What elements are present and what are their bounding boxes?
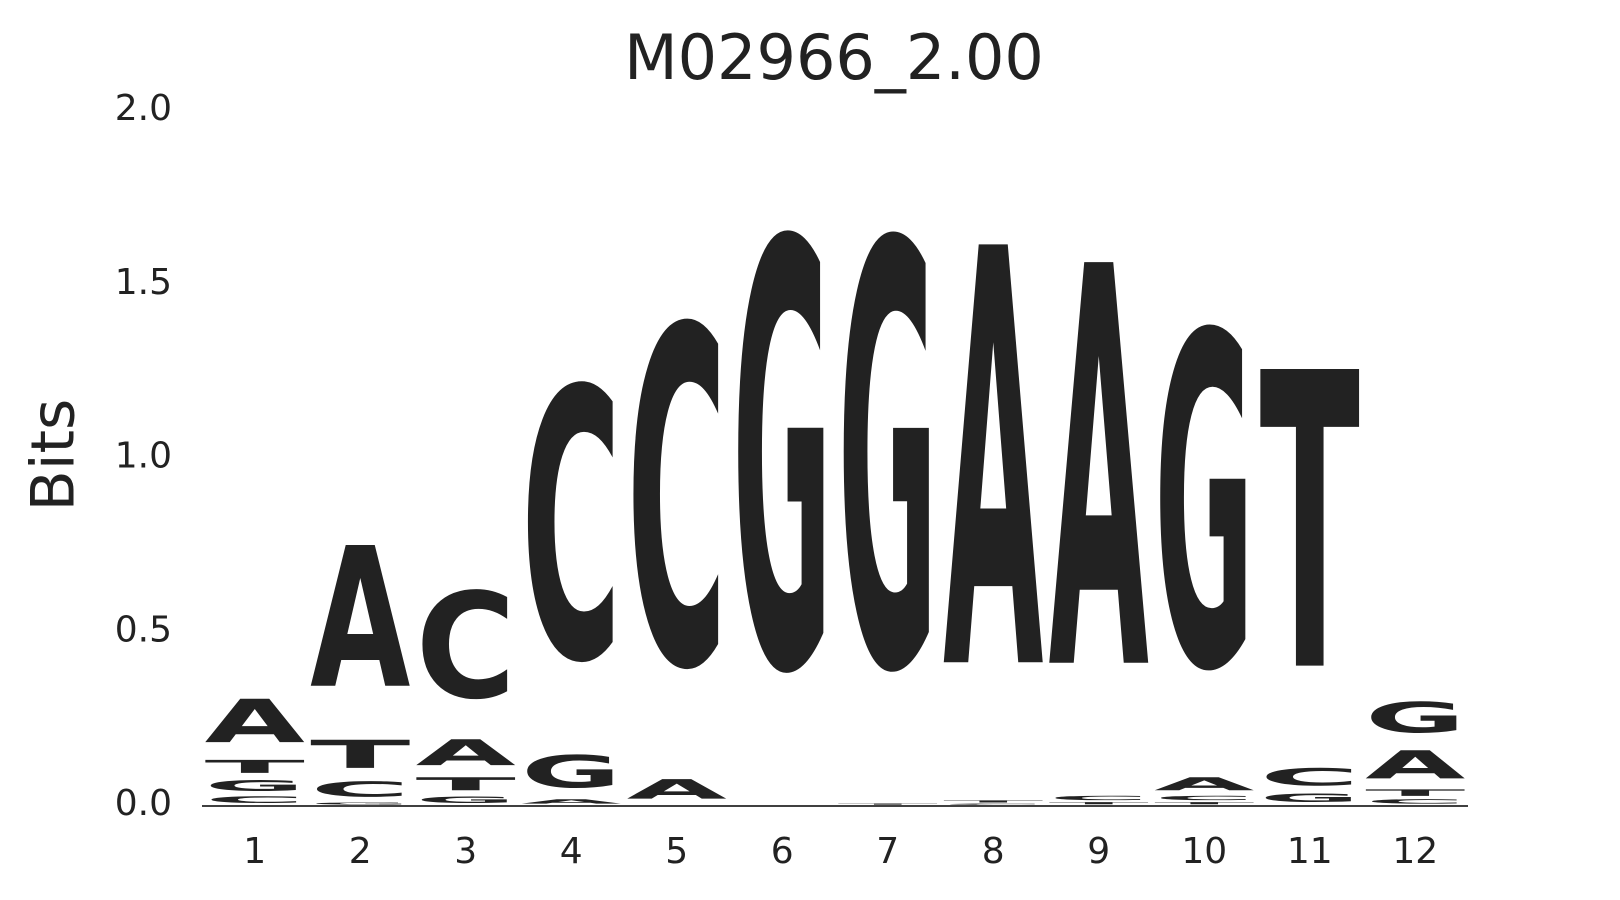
letter: C (1154, 795, 1254, 802)
letter: T (1365, 788, 1465, 798)
letter: A (1365, 742, 1465, 787)
letter: C (521, 312, 621, 745)
letter: T (838, 803, 938, 805)
x-tick-label: 1 (243, 831, 266, 872)
letter: T (1260, 289, 1361, 763)
x-tick-label: 3 (454, 831, 477, 872)
letter: G (732, 122, 832, 803)
letter: C (416, 563, 516, 732)
letter: C (1049, 795, 1149, 802)
letter: G (521, 746, 621, 798)
letter: A (627, 774, 727, 805)
x-tick-label: 2 (349, 831, 372, 872)
y-axis-label: Bits (19, 399, 89, 512)
x-tick-label: 9 (1087, 831, 1110, 872)
letter: T (205, 756, 305, 777)
letter: A (1154, 774, 1255, 795)
letter: T (1049, 802, 1149, 805)
letter: G (1260, 791, 1360, 805)
letter: G (838, 125, 938, 802)
letter: C (310, 777, 410, 801)
y-tick-label: 1.0 (115, 436, 172, 477)
letter: T (416, 774, 516, 795)
letter: A (943, 131, 1044, 799)
letter: T (1154, 802, 1254, 805)
letter: G (310, 802, 410, 805)
x-tick-label: 6 (771, 831, 794, 872)
x-tick-label: 11 (1287, 831, 1333, 872)
letter: C (943, 803, 1043, 805)
letter: A (205, 687, 305, 756)
letter: G (1365, 694, 1465, 743)
y-tick-label: 0.5 (115, 609, 172, 650)
letter: A (310, 506, 410, 732)
x-tick-label: 5 (665, 831, 688, 872)
letter: A (1049, 153, 1150, 793)
x-tick-label: 7 (876, 831, 899, 872)
x-tick-label: 4 (560, 831, 583, 872)
y-tick-label: 2.0 (115, 88, 172, 129)
y-tick-label: 1.5 (115, 262, 172, 303)
x-tick-label: 10 (1181, 831, 1227, 872)
chart-title: M02966_2.00 (624, 21, 1044, 94)
letter: T (943, 800, 1043, 803)
letter: C (205, 795, 305, 805)
letter: A (416, 733, 517, 774)
letter: C (1365, 798, 1465, 805)
letter: C (627, 233, 727, 773)
letter: A (521, 798, 621, 805)
y-tick-label: 0.0 (115, 783, 172, 824)
letter: G (1154, 239, 1254, 772)
letter: G (205, 777, 305, 794)
letter: C (1260, 764, 1360, 792)
x-tick-label: 12 (1392, 831, 1438, 872)
letter: G (416, 795, 516, 805)
letter: T (310, 732, 410, 777)
x-tick-label: 8 (982, 831, 1005, 872)
